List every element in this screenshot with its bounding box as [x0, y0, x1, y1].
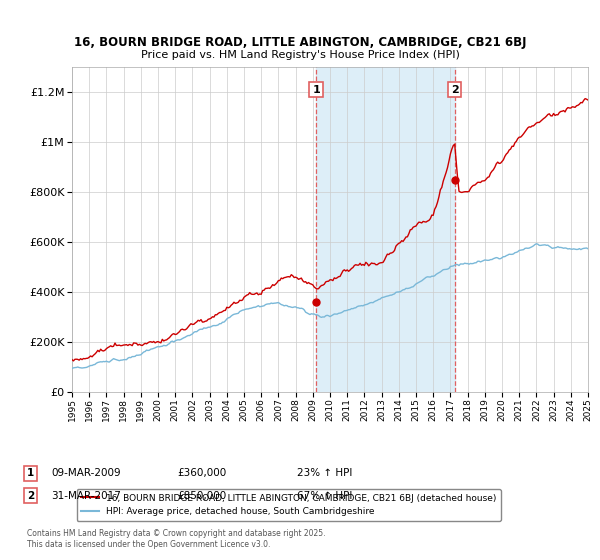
- Text: 31-MAR-2017: 31-MAR-2017: [51, 491, 121, 501]
- Legend: 16, BOURN BRIDGE ROAD, LITTLE ABINGTON, CAMBRIDGE, CB21 6BJ (detached house), HP: 16, BOURN BRIDGE ROAD, LITTLE ABINGTON, …: [77, 489, 501, 521]
- Text: 1: 1: [312, 85, 320, 95]
- Text: 09-MAR-2009: 09-MAR-2009: [51, 468, 121, 478]
- Bar: [316, 67, 455, 392]
- Text: 67% ↑ HPI: 67% ↑ HPI: [297, 491, 352, 501]
- Text: 23% ↑ HPI: 23% ↑ HPI: [297, 468, 352, 478]
- Text: Contains HM Land Registry data © Crown copyright and database right 2025.
This d: Contains HM Land Registry data © Crown c…: [27, 529, 325, 549]
- Text: 16, BOURN BRIDGE ROAD, LITTLE ABINGTON, CAMBRIDGE, CB21 6BJ: 16, BOURN BRIDGE ROAD, LITTLE ABINGTON, …: [74, 36, 526, 49]
- Text: 2: 2: [451, 85, 458, 95]
- Text: Price paid vs. HM Land Registry's House Price Index (HPI): Price paid vs. HM Land Registry's House …: [140, 50, 460, 60]
- Text: £850,000: £850,000: [177, 491, 226, 501]
- Text: 1: 1: [27, 468, 34, 478]
- Text: £360,000: £360,000: [177, 468, 226, 478]
- Text: 2: 2: [27, 491, 34, 501]
